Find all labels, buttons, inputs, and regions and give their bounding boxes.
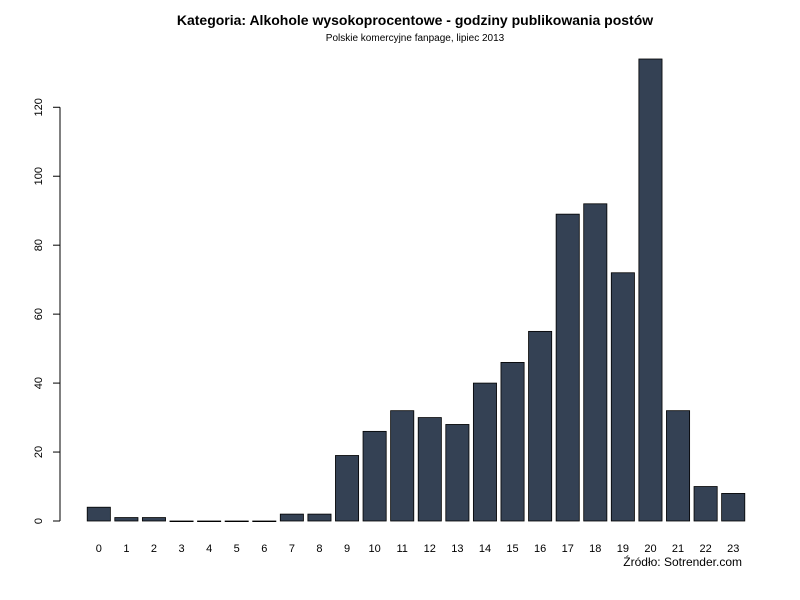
y-tick-label: 0 [33, 518, 45, 524]
bar-hour-19 [610, 272, 635, 522]
x-tick-label: 1 [123, 543, 129, 555]
x-tick-label: 14 [479, 543, 491, 555]
x-tick-label: 21 [672, 543, 684, 555]
x-axis-labels: 0 1 2 3 4 5 6 7 8 9 10 11 12 13 14 15 16 17 18 19 20 21 22 23 [96, 543, 740, 555]
x-tick-label: 5 [234, 543, 240, 555]
x-tick-label: 20 [644, 543, 656, 555]
source-note: Źródło: Sotrender.com [623, 555, 742, 569]
bar-hour-17 [555, 213, 580, 522]
bar-hour-10 [362, 430, 387, 522]
x-tick-label: 9 [344, 543, 350, 555]
x-tick-label: 8 [316, 543, 322, 555]
y-tick-label: 80 [33, 239, 45, 251]
x-tick-label: 3 [178, 543, 184, 555]
bar-hour-0 [86, 506, 111, 522]
bar-hour-21 [666, 410, 691, 522]
bar-hour-13 [445, 424, 470, 522]
x-tick-label: 19 [617, 543, 629, 555]
bar-hour-20 [638, 58, 663, 522]
bar-hour-3 [169, 520, 194, 523]
bar-hour-23 [721, 493, 746, 522]
x-tick-label: 7 [289, 543, 295, 555]
x-tick-label: 17 [562, 543, 574, 555]
bar-hour-7 [279, 513, 304, 522]
bar-hour-11 [390, 410, 415, 522]
bar-hour-2 [141, 517, 166, 522]
bar-hour-8 [307, 513, 332, 522]
y-tick-label: 40 [33, 377, 45, 389]
x-tick-label: 0 [96, 543, 102, 555]
x-tick-label: 4 [206, 543, 212, 555]
x-tick-label: 6 [261, 543, 267, 555]
x-tick-label: 15 [506, 543, 518, 555]
bar-hour-6 [252, 520, 277, 523]
y-tick-label: 20 [33, 446, 45, 458]
x-tick-label: 12 [424, 543, 436, 555]
bar-hour-5 [224, 520, 249, 523]
bar-hour-1 [114, 517, 139, 522]
x-tick-label: 18 [589, 543, 601, 555]
bar-hour-15 [500, 362, 525, 522]
chart-title: Kategoria: Alkohole wysokoprocentowe - g… [176, 12, 654, 28]
x-tick-label: 10 [369, 543, 381, 555]
x-tick-label: 13 [451, 543, 463, 555]
bar-hour-18 [583, 203, 608, 522]
y-tick-label: 100 [33, 167, 45, 185]
bar-hour-9 [335, 455, 360, 522]
bar-hour-16 [528, 330, 553, 522]
x-tick-label: 2 [151, 543, 157, 555]
y-axis: 0 20 40 60 80 100 120 [33, 98, 61, 524]
bar-hour-12 [417, 417, 442, 522]
x-tick-label: 11 [396, 543, 407, 555]
chart-subtitle: Polskie komercyjne fanpage, lipiec 2013 [325, 33, 505, 44]
bar-hour-14 [472, 382, 497, 522]
y-tick-label: 120 [33, 98, 45, 116]
y-tick-label: 60 [33, 308, 45, 320]
x-tick-label: 16 [534, 543, 546, 555]
bar-hour-4 [197, 520, 222, 523]
bars [86, 58, 746, 523]
x-tick-label: 23 [727, 543, 739, 555]
x-tick-label: 22 [700, 543, 712, 555]
bar-hour-22 [693, 486, 718, 522]
